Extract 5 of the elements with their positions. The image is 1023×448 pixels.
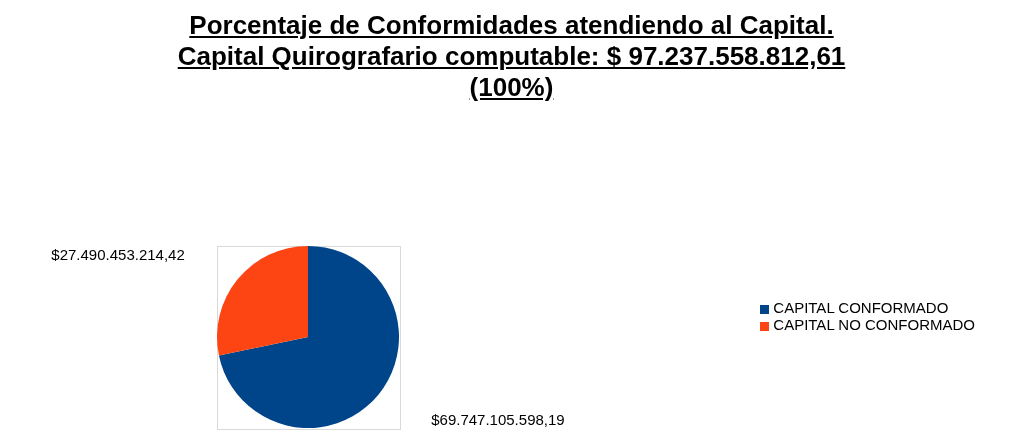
data-label: $69.747.105.598,19	[431, 410, 565, 428]
legend-label: CAPITAL CONFORMADO	[773, 299, 949, 316]
chart-title: Porcentaje de Conformidades atendiendo al Capital. Capital Quirografario computable: $ 97.237.558.812,61 (100%)	[176, 9, 847, 103]
data-label: $27.490.453.214,42	[51, 246, 185, 264]
legend-label: CAPITAL NO CONFORMADO	[773, 316, 975, 333]
